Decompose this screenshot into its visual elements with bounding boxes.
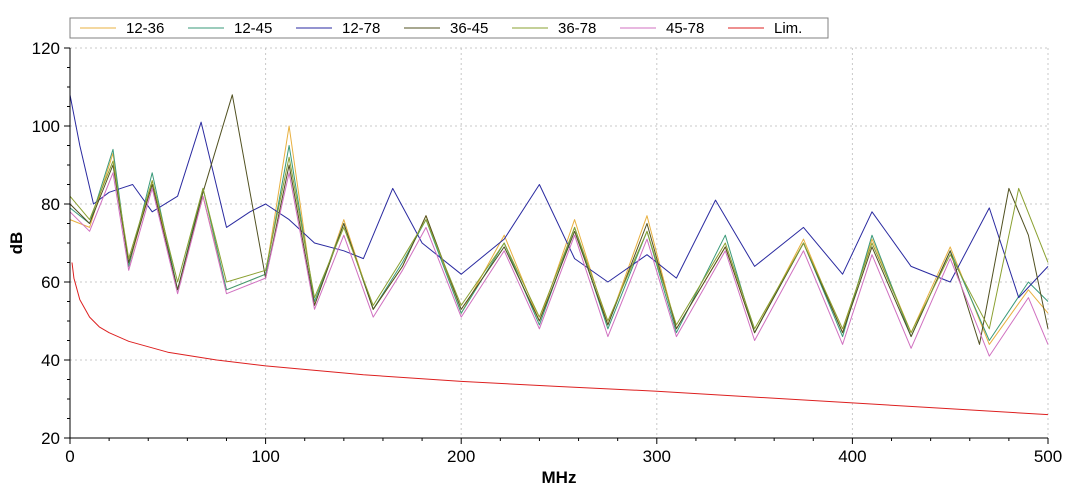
series-line-45-78 — [69, 172, 1049, 357]
legend-label: 45-78 — [666, 20, 704, 37]
ticks: 0 100 200 300 400 500 20 40 60 80 100 120 — [32, 39, 1063, 466]
legend-label: 12-78 — [342, 20, 380, 37]
x-tick-label: 100 — [251, 447, 279, 466]
y-tick-label: 40 — [41, 351, 60, 370]
series-layer — [69, 94, 1049, 416]
x-axis-title: MHz — [542, 468, 577, 487]
x-tick-label: 0 — [65, 447, 74, 466]
legend-box — [69, 17, 829, 39]
y-axis-title: dB — [7, 232, 26, 255]
series-line-Lim. — [71, 262, 1049, 416]
series-line-36-45 — [69, 94, 1049, 345]
legend: 12-36 12-45 12-78 36-45 36-78 45-78 Lim. — [69, 17, 829, 39]
legend-label: Lim. — [774, 20, 802, 37]
x-tick-label: 500 — [1034, 447, 1062, 466]
y-tick-label: 100 — [32, 117, 60, 136]
y-tick-label: 60 — [41, 273, 60, 292]
y-tick-label: 80 — [41, 195, 60, 214]
x-tick-label: 200 — [447, 447, 475, 466]
legend-label: 36-45 — [450, 20, 488, 37]
series-line-36-78 — [69, 156, 1049, 334]
x-tick-label: 400 — [838, 447, 866, 466]
y-tick-label: 20 — [41, 429, 60, 448]
legend-label: 12-36 — [126, 20, 164, 37]
legend-label: 12-45 — [234, 20, 272, 37]
legend-label: 36-78 — [558, 20, 596, 37]
y-tick-label: 120 — [32, 39, 60, 58]
grid — [70, 47, 1049, 438]
plot-area — [70, 48, 1048, 438]
x-tick-label: 300 — [643, 447, 671, 466]
